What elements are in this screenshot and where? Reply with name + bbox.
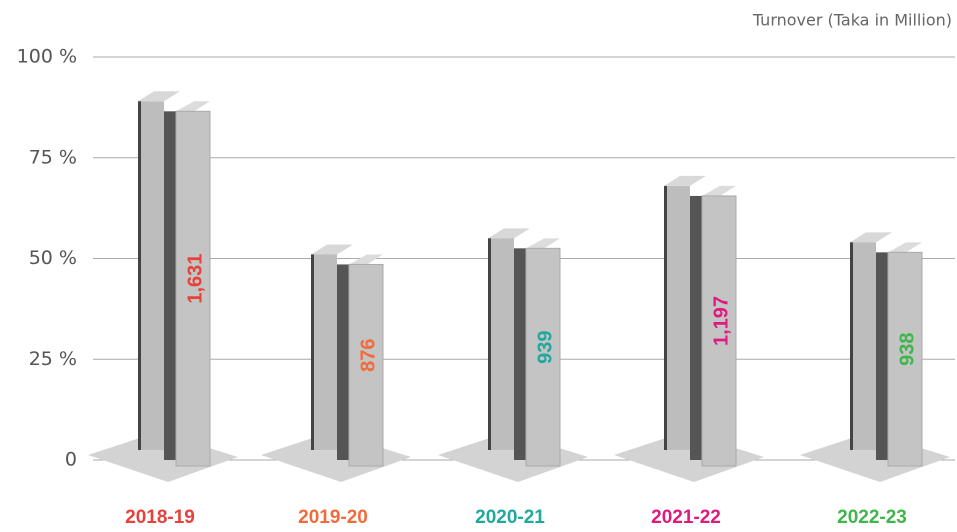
y-tick-label: 75 % bbox=[29, 146, 77, 168]
value-label: 938 bbox=[896, 332, 918, 365]
beam bbox=[138, 101, 164, 451]
beam-shadow bbox=[261, 432, 411, 482]
beam-flange-top bbox=[349, 254, 383, 265]
y-tick-label: 100 % bbox=[17, 46, 77, 68]
beam-back bbox=[850, 232, 892, 243]
beam-edge bbox=[664, 185, 667, 450]
beam-edge bbox=[311, 254, 314, 450]
beam-flange-top bbox=[176, 101, 210, 112]
x-tick-label: 2019-20 bbox=[298, 507, 368, 528]
beam bbox=[488, 238, 514, 450]
beam-web bbox=[514, 248, 526, 460]
beam-web bbox=[337, 264, 349, 460]
beam-flange-top bbox=[526, 238, 560, 249]
x-tick-label: 2018-19 bbox=[125, 507, 195, 528]
value-label: 939 bbox=[534, 330, 556, 363]
chart-subtitle: Turnover (Taka in Million) bbox=[752, 11, 952, 30]
beam-flange bbox=[701, 195, 737, 467]
beam-shadow bbox=[438, 432, 588, 482]
beam-flange bbox=[348, 263, 384, 467]
beam-edge bbox=[850, 242, 853, 450]
beam-flange-top bbox=[702, 185, 736, 196]
beam-back bbox=[664, 175, 706, 186]
value-label: 1,197 bbox=[710, 296, 732, 346]
y-tick-label: 0 bbox=[65, 449, 77, 471]
beam-web bbox=[164, 111, 176, 461]
beam-flange bbox=[175, 110, 211, 467]
beam bbox=[664, 185, 690, 450]
beam-flange-top bbox=[888, 242, 922, 253]
beam-edge bbox=[138, 101, 141, 451]
beam-shadow bbox=[800, 432, 950, 482]
beam-back bbox=[138, 91, 180, 102]
beam-web bbox=[690, 195, 702, 460]
beam bbox=[311, 254, 337, 450]
x-tick-label: 2021-22 bbox=[651, 507, 721, 528]
beam-back bbox=[311, 244, 353, 255]
beam-flange bbox=[525, 247, 561, 467]
beam-web bbox=[876, 252, 888, 460]
beam-flange bbox=[887, 251, 923, 467]
beam-back bbox=[488, 228, 530, 239]
x-tick-label: 2020-21 bbox=[475, 507, 545, 528]
beam-edge bbox=[488, 238, 491, 450]
beam-shadow bbox=[614, 432, 764, 482]
beam bbox=[850, 242, 876, 450]
y-tick-label: 50 % bbox=[29, 247, 77, 269]
beam-shadow bbox=[88, 432, 238, 482]
value-label: 876 bbox=[357, 339, 379, 372]
x-tick-label: 2022-23 bbox=[837, 507, 907, 528]
y-tick-label: 25 % bbox=[29, 348, 77, 370]
value-label: 1,631 bbox=[184, 254, 206, 304]
